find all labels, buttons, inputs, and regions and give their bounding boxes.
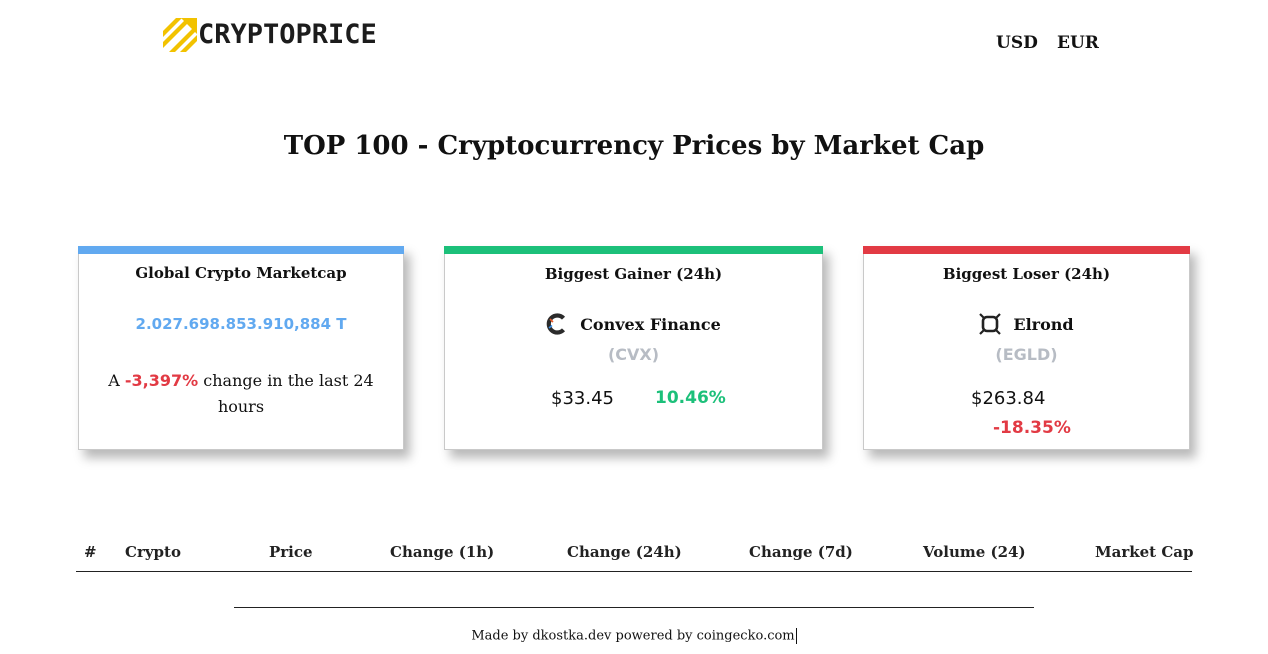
- change-suffix: change in the last 24 hours: [203, 371, 374, 416]
- logo[interactable]: CRYPTOPRICE: [163, 17, 377, 53]
- footer-credit-link[interactable]: Made by dkostka.dev powered by coingecko…: [471, 628, 795, 644]
- column-change-24h[interactable]: Change (24h): [567, 543, 682, 561]
- page-title: TOP 100 - Cryptocurrency Prices by Marke…: [283, 131, 985, 161]
- column-price[interactable]: Price: [269, 543, 313, 561]
- change-value: -3,397%: [124, 371, 199, 390]
- global-marketcap-value: 2.027.698.853.910,884 T: [135, 315, 347, 333]
- coin-change: -18.35%: [993, 418, 1071, 438]
- global-marketcap-change: A -3,397% change in the last 24 hours: [99, 368, 383, 420]
- card-title: Biggest Loser (24h): [942, 265, 1111, 283]
- card-title: Biggest Gainer (24h): [544, 265, 723, 283]
- column-change-1h[interactable]: Change (1h): [390, 543, 495, 561]
- text-caret: [795, 628, 797, 644]
- convex-logo-icon: [546, 313, 566, 335]
- currency-eur-button[interactable]: EUR: [1057, 33, 1099, 53]
- column-rank[interactable]: #: [84, 543, 97, 561]
- card-accent-bar: [863, 246, 1190, 254]
- coin-price: $263.84: [971, 388, 1046, 409]
- coin-symbol: (CVX): [607, 345, 660, 364]
- column-crypto[interactable]: Crypto: [125, 543, 181, 561]
- card-accent-bar: [444, 246, 823, 254]
- card-title: Global Crypto Marketcap: [135, 264, 347, 282]
- card-accent-bar: [78, 246, 404, 254]
- coin-name: Convex Finance: [580, 314, 721, 334]
- coin-symbol: (EGLD): [995, 345, 1058, 364]
- column-change-7d[interactable]: Change (7d): [749, 543, 853, 561]
- coin-name: Elrond: [1013, 314, 1074, 334]
- footer-divider: [234, 607, 1034, 608]
- coin-price: $33.45: [551, 388, 614, 409]
- column-market-cap[interactable]: Market Cap: [1095, 543, 1194, 561]
- global-marketcap-card: Global Crypto Marketcap 2.027.698.853.91…: [78, 246, 404, 450]
- logo-text: CRYPTOPRICE: [198, 19, 377, 50]
- coin-change: 10.46%: [655, 388, 726, 408]
- diagonal-stripes-arrow-icon: [163, 18, 197, 52]
- change-prefix: A: [108, 371, 120, 390]
- loser-coin[interactable]: Elrond: [864, 313, 1189, 335]
- currency-usd-button[interactable]: USD: [996, 33, 1038, 53]
- gainer-coin[interactable]: Convex Finance: [445, 313, 822, 335]
- crypto-table-header: # Crypto Price Change (1h) Change (24h) …: [76, 536, 1194, 572]
- elrond-logo-icon: [979, 313, 1002, 335]
- column-volume-24h[interactable]: Volume (24): [923, 543, 1026, 561]
- biggest-gainer-card: Biggest Gainer (24h) Convex Finance (CVX…: [444, 246, 823, 450]
- footer: Made by dkostka.dev powered by coingecko…: [0, 628, 1268, 644]
- biggest-loser-card: Biggest Loser (24h) Elrond (EGLD) $263.8…: [863, 246, 1190, 450]
